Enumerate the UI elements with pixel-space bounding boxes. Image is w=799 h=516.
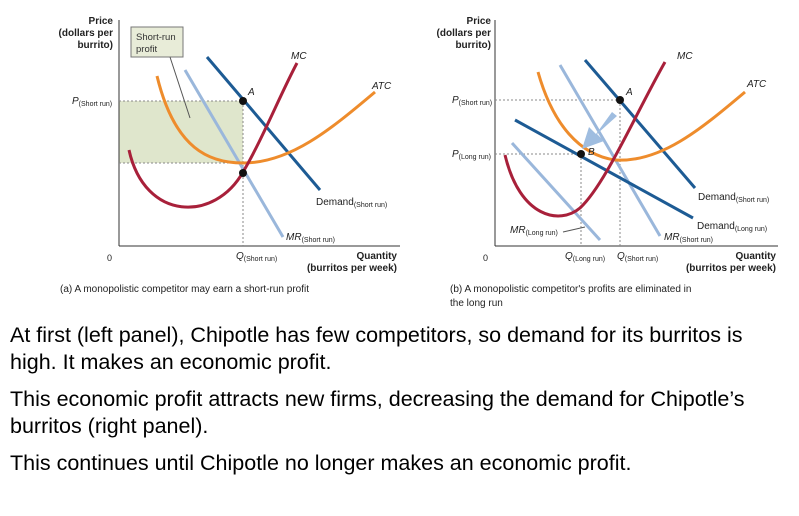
left-y-title-1: Price [89, 16, 114, 27]
left-x-title-1: Quantity [356, 251, 397, 262]
right-mr-lr-pointer [562, 226, 586, 233]
right-y-title-2: (dollars per [437, 28, 492, 39]
left-x-title-2: (burritos per week) [307, 263, 397, 274]
right-price-lr-label: P(Long run) [452, 149, 491, 161]
right-q-sr-label: Q(Short run) [617, 251, 658, 263]
right-demand-lr-curve [514, 118, 694, 220]
right-mc-label: MC [677, 51, 693, 62]
explanation-text: At first (left panel), Chipotle has few … [10, 322, 795, 487]
right-atc-label: ATC [746, 79, 767, 90]
right-q-lr-label: Q(Long run) [565, 251, 605, 263]
left-point-a [239, 97, 247, 105]
diagram: Short-run profit Price (dollars per burr… [59, 16, 778, 309]
right-caption-line1: (b) A monopolistic competitor's profits … [450, 284, 691, 295]
left-quantity-label: Q(Short run) [236, 251, 277, 263]
right-point-a-label: A [625, 87, 633, 98]
profit-label-box [130, 26, 184, 58]
profit-label-line1: Short-run [136, 32, 176, 43]
left-caption: (a) A monopolistic competitor may earn a… [60, 284, 309, 295]
right-price-sr-label: P(Short run) [452, 95, 492, 107]
right-mr-sr-curve [558, 64, 662, 237]
left-point-mr-mc [239, 169, 247, 177]
right-demand-sr-curve [583, 59, 697, 189]
left-panel: Short-run profit Price (dollars per burr… [59, 16, 400, 295]
left-demand-curve [205, 56, 322, 191]
left-mr-label: MR(Short run) [286, 232, 335, 244]
right-y-title-1: Price [467, 16, 492, 27]
paragraph-first: At first (left panel), Chipotle has few … [10, 323, 743, 374]
left-mc-label: MC [291, 51, 307, 62]
paragraph-second: This economic profit attracts new firms,… [10, 387, 745, 438]
right-mr-sr-label: MR(Short run) [664, 232, 713, 244]
profit-label-pointer [169, 56, 191, 119]
right-x-title-2: (burritos per week) [686, 263, 776, 274]
right-atc-curve [536, 71, 746, 162]
right-mr-lr-label: MR(Long run) [510, 225, 558, 237]
right-demand-sr-label: Demand(Short run) [698, 192, 769, 204]
left-point-a-label: A [247, 87, 255, 98]
left-y-title-3: burrito) [77, 40, 113, 51]
right-point-a [616, 96, 624, 104]
right-point-b-label: B [588, 147, 595, 158]
right-y-title-3: burrito) [455, 40, 491, 51]
right-mr-lr-curve [510, 141, 602, 242]
left-atc-curve [155, 75, 376, 165]
demand-shift-arrow [582, 112, 617, 149]
right-panel: Price (dollars per burrito) P(Short run)… [437, 16, 778, 309]
paragraph-third: This continues until Chipotle no longer … [10, 451, 632, 475]
right-origin: 0 [483, 253, 488, 263]
left-mr-curve [183, 69, 285, 238]
left-atc-label: ATC [371, 81, 392, 92]
right-demand-lr-label: Demand(Long run) [697, 221, 767, 233]
left-price-label: P(Short run) [72, 96, 112, 108]
left-origin: 0 [107, 253, 112, 263]
right-x-title-1: Quantity [735, 251, 776, 262]
right-point-b [577, 150, 585, 158]
left-mc-curve [127, 62, 299, 209]
left-y-title-2: (dollars per [59, 28, 114, 39]
right-mc-curve [503, 61, 667, 218]
left-demand-label: Demand(Short run) [316, 197, 387, 209]
right-caption-line2: the long run [450, 298, 503, 309]
profit-label-line2: profit [136, 44, 157, 55]
